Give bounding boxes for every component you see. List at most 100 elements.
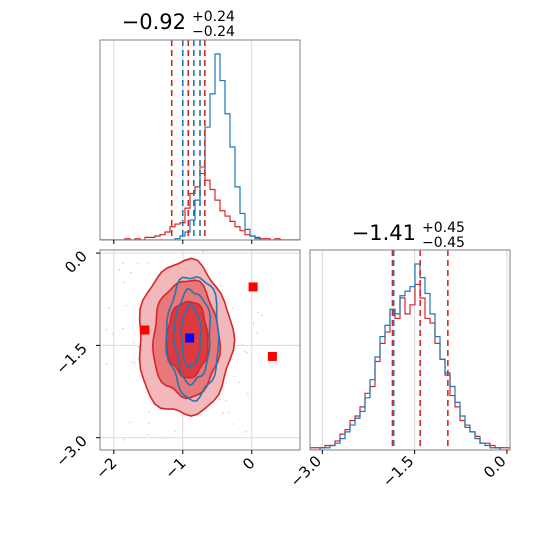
joint-sample-point [231, 423, 234, 425]
joint-sample-point [122, 281, 125, 284]
joint-blue-contour-1 [172, 287, 212, 387]
hist2-xtick-label-2: 0.0 [480, 452, 510, 482]
hist2-bar-blue-14 [380, 337, 385, 450]
hist2-bar-blue-29 [455, 402, 460, 450]
joint-sample-point [123, 438, 126, 441]
joint-sample-point [162, 437, 164, 440]
hist2-bar-blue-25 [435, 337, 440, 450]
hist2-bar-red-4 [330, 445, 335, 450]
hist2-bar-blue-6 [340, 439, 345, 450]
hist2-bar-blue-15 [385, 325, 390, 450]
joint-sample-point [136, 262, 139, 265]
hist2-bar-blue-10 [360, 411, 365, 450]
joint-sample-point [248, 245, 250, 247]
hist1-bar-red-25 [225, 216, 230, 240]
hist2-xtick-label-0: −3.0 [287, 452, 325, 490]
joint-xtick-label-2: 0 [239, 454, 258, 473]
hist2-bar-blue-24 [430, 314, 435, 450]
joint-sample-point [147, 422, 150, 425]
joint-sample-point [252, 322, 255, 325]
hist1-marks [100, 40, 300, 240]
joint-sample-point [122, 262, 125, 265]
joint-sample-point [147, 261, 150, 264]
joint-sample-point [93, 352, 95, 354]
hist1-bar-red-13 [165, 232, 170, 240]
joint-sample-point [130, 271, 132, 274]
joint-sample-point [219, 398, 222, 401]
joint-sample-point [237, 381, 240, 384]
hist1-bar-red-21 [205, 180, 210, 240]
joint-sample-point [246, 392, 249, 395]
joint-sample-point [122, 327, 124, 330]
hist2-bar-blue-34 [480, 443, 485, 450]
joint-point-blue-0 [185, 333, 195, 343]
hist2-bar-blue-18 [400, 296, 405, 450]
joint-ytick-label-0: −3.0 [52, 432, 90, 470]
hist2-bar-red-6 [340, 434, 345, 450]
hist1-bar-blue-28 [240, 213, 245, 240]
joint-sample-point [257, 311, 259, 314]
hist1-bar-red-15 [175, 224, 180, 240]
joint-marks [26, 205, 277, 441]
joint-sample-point [231, 357, 234, 360]
hist1-bar-blue-23 [215, 54, 220, 240]
hist2-bar-red-13 [375, 362, 380, 450]
hist2-bar-red-34 [480, 443, 485, 450]
hist1-bar-red-27 [235, 227, 240, 240]
hist1-bar-blue-26 [230, 147, 235, 240]
joint-sample-point [256, 331, 259, 334]
hist1-bar-red-29 [245, 235, 250, 240]
joint-sample-point [130, 360, 133, 363]
hist1-bar-red-22 [210, 190, 215, 240]
joint-blue-contour-2 [180, 302, 202, 369]
hist2-bar-red-23 [425, 318, 430, 450]
hist2-ticks: −3.0 −1.5 0.0 [287, 450, 510, 491]
hist1-title: −0.92 +0.24 −0.24 [122, 8, 239, 40]
hist2-bar-blue-11 [365, 398, 370, 450]
hist2-bar-blue-32 [470, 432, 475, 450]
joint-sample-point [202, 250, 205, 253]
joint-xtick-label-1: −1 [161, 454, 189, 482]
joint-sample-point [133, 341, 135, 344]
joint-sample-point [112, 333, 114, 335]
joint-sample-point [174, 429, 177, 432]
joint-sample-point [226, 381, 228, 384]
hist2-bar-blue-31 [465, 425, 470, 450]
hist2-bar-blue-7 [345, 432, 350, 450]
joint-sample-point [245, 205, 247, 207]
joint-ytick-label-1: −1.5 [52, 339, 90, 377]
hist2-bar-red-18 [400, 298, 405, 450]
hist2-series-blue [310, 263, 510, 450]
joint-sample-point [118, 268, 121, 271]
joint-sample-point [26, 281, 28, 283]
joint-sample-point [225, 399, 228, 402]
hist2-marks [310, 250, 510, 450]
joint-sample-point [234, 375, 236, 378]
hist2-bar-red-30 [460, 421, 465, 450]
hist2-bar-red-26 [440, 359, 445, 450]
joint-sample-point [105, 328, 107, 331]
joint-sample-point [222, 412, 224, 415]
joint-ytick-label-2: 0.0 [61, 247, 91, 277]
joint-sample-point [220, 284, 222, 287]
joint-sample-point [244, 430, 247, 433]
joint-sample-point [137, 346, 140, 349]
hist2-bar-red-24 [430, 323, 435, 450]
joint-xtick-label-0: −2 [92, 454, 120, 482]
hist1-series-blue [100, 53, 300, 240]
hist2-bar-red-5 [335, 441, 340, 450]
joint-sample-point [232, 307, 234, 310]
hist2-bar-red-32 [470, 432, 475, 450]
hist2-bar-red-25 [435, 343, 440, 450]
joint-sample-point [261, 314, 263, 317]
hist2-bar-red-7 [345, 430, 350, 450]
hist1-bar-blue-24 [220, 81, 225, 240]
hist1-bar-blue-27 [235, 187, 240, 240]
hist2-bar-blue-19 [405, 291, 410, 450]
hist2-bar-blue-17 [395, 314, 400, 450]
joint-sample-point [153, 245, 155, 247]
hist2-bar-red-31 [465, 427, 470, 450]
joint-blue-contour-0 [165, 276, 220, 402]
hist2-bar-blue-23 [425, 293, 430, 450]
